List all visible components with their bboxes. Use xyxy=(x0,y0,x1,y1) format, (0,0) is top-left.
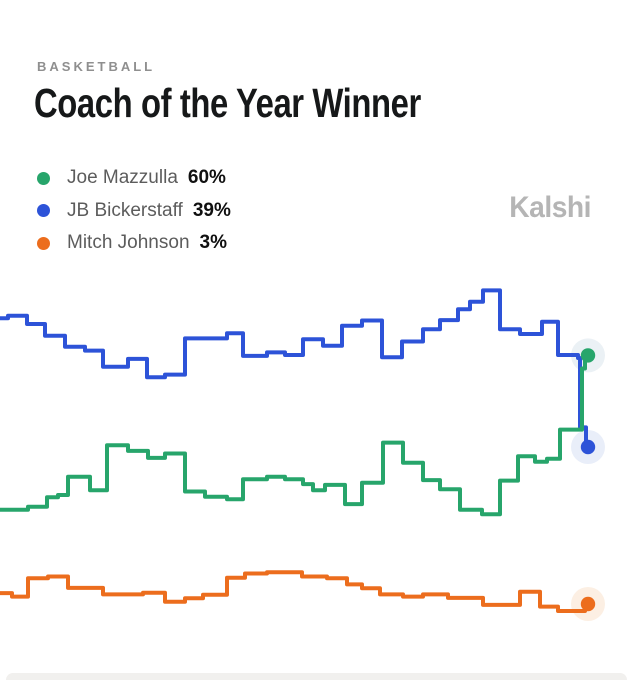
legend-item-jb-bickerstaff: JB Bickerstaff 39% xyxy=(37,195,231,228)
page-title: Coach of the Year Winner xyxy=(34,80,421,126)
legend-label: JB Bickerstaff xyxy=(67,199,183,221)
legend-item-mitch-johnson: Mitch Johnson 3% xyxy=(37,227,231,260)
legend-value: 60% xyxy=(187,167,226,189)
legend-item-joe-mazzulla: Joe Mazzulla 60% xyxy=(37,162,231,195)
kalshi-logo: Kalshi xyxy=(509,191,591,224)
cropped-bottom-bar xyxy=(6,673,627,680)
blue-dot-icon xyxy=(37,204,50,218)
green-dot-icon xyxy=(37,171,50,185)
legend-value: 3% xyxy=(199,232,227,254)
legend: Joe Mazzulla 60% JB Bickerstaff 39% Mitc… xyxy=(37,162,231,260)
legend-value: 39% xyxy=(192,199,231,221)
orange-dot-icon xyxy=(37,236,50,250)
legend-label: Mitch Johnson xyxy=(67,232,190,254)
category-label: BASKETBALL xyxy=(37,59,156,74)
legend-label: Joe Mazzulla xyxy=(67,167,178,189)
